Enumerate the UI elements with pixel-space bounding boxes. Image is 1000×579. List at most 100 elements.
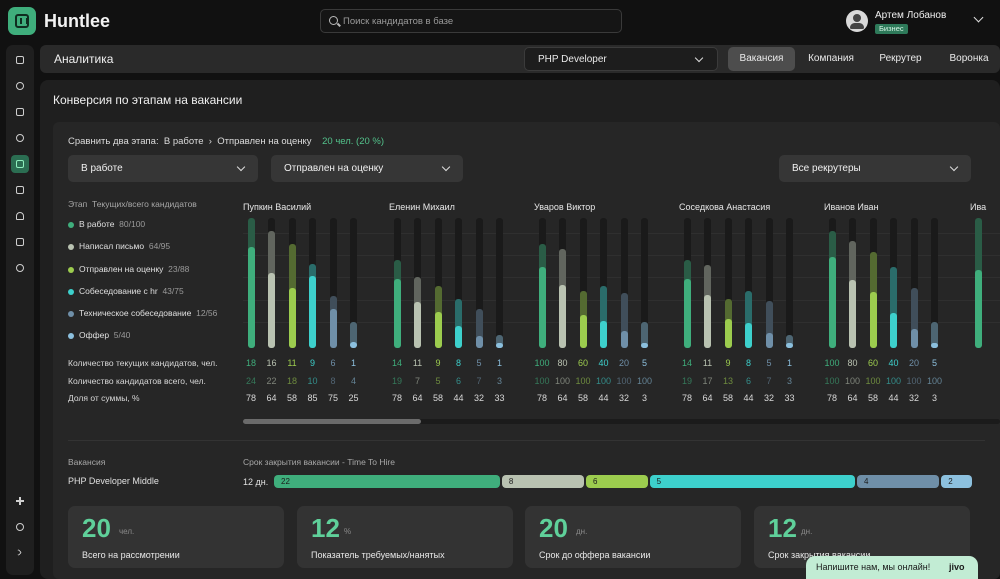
value-label-share: 78 — [245, 393, 256, 403]
recruiter-name[interactable]: Еленин Михаил — [389, 202, 455, 212]
bar-total — [890, 267, 897, 348]
tab-vacancy[interactable]: Вакансия — [728, 47, 795, 71]
stat-card: 20 чел. Всего на рассмотрении — [68, 506, 284, 568]
bar-track — [600, 218, 607, 348]
legend-label: В работе — [79, 219, 115, 229]
gear-icon — [16, 264, 24, 272]
sidebar-item-candidates[interactable] — [11, 77, 29, 95]
bar-track — [329, 218, 337, 348]
sidebar-item-vacancies[interactable] — [11, 103, 29, 121]
bar-total — [496, 335, 503, 348]
sidebar-item-campaigns[interactable] — [11, 51, 29, 69]
bar-track — [434, 218, 442, 348]
value-label-share: 85 — [307, 393, 318, 403]
panel-title: Конверсия по этапам на вакансии — [53, 93, 243, 107]
value-label-share: 58 — [722, 393, 733, 403]
recruiter-name[interactable]: Иванов Иван — [824, 202, 879, 212]
legend-label: Написал письмо — [79, 241, 145, 251]
chat-widget[interactable]: Напишите нам, мы онлайн! jivo — [806, 556, 978, 579]
horizontal-scrollbar[interactable] — [243, 419, 1000, 424]
legend-counts: 12/56 — [196, 308, 218, 318]
tth-total: 12 дн. — [243, 477, 269, 487]
recruiter-name[interactable]: Ива — [970, 202, 987, 212]
value-label-total: 24 — [245, 376, 256, 386]
bar-current — [641, 343, 648, 348]
value-label-total: 17 — [702, 376, 713, 386]
col-tth: Срок закрытия вакансии - Time To Hire — [243, 457, 395, 467]
recruiter-name[interactable]: Соседкова Анастасия — [679, 202, 771, 212]
stage1-select[interactable]: В работе — [68, 155, 258, 182]
sidebar-item-archive[interactable] — [11, 233, 29, 251]
page-title: Аналитика — [54, 52, 114, 66]
conversion-panel: Конверсия по этапам на вакансии Сравнить… — [40, 80, 1000, 579]
stage-dot — [68, 310, 74, 317]
bar-current — [579, 314, 587, 348]
bar-track — [641, 218, 648, 348]
recruiter-name[interactable]: Уваров Виктор — [534, 202, 596, 212]
value-label-total: 100 — [844, 376, 861, 386]
bar-track — [786, 218, 793, 348]
sidebar-item-analytics[interactable] — [11, 155, 29, 173]
legend-header-counts: Текущих/всего кандидатов — [91, 199, 197, 209]
job-select[interactable]: PHP Developer — [524, 47, 718, 71]
legend-item: Оффер 5/40 — [68, 330, 130, 340]
value-label-total: 19 — [391, 376, 402, 386]
recruiter-bars: Пупкин Василий 18 16 11 9 6 1 24 22 18 10 8 4 78 64 58 8… — [53, 122, 1000, 579]
tab-company[interactable]: Компания — [808, 53, 854, 64]
value-label-total: 100 — [554, 376, 571, 386]
help-button[interactable] — [11, 518, 29, 536]
sidebar-item-notifications[interactable] — [11, 207, 29, 225]
value-label-share: 32 — [473, 393, 484, 403]
sidebar-item-calendar[interactable] — [11, 181, 29, 199]
stage-dot — [68, 288, 74, 295]
sidebar-item-settings[interactable] — [11, 259, 29, 277]
value-label-share: 75 — [327, 393, 338, 403]
tab-funnel[interactable]: Воронка — [949, 53, 989, 64]
bar-track — [414, 218, 421, 348]
search-bar[interactable]: Поиск кандидатов в базе — [320, 9, 622, 33]
value-label-current: 80 — [557, 358, 568, 368]
bar-current — [309, 276, 316, 348]
avatar[interactable] — [846, 10, 868, 32]
expand-sidebar-button[interactable] — [11, 544, 29, 562]
value-label-total: 4 — [350, 376, 356, 386]
value-label-current: 100 — [824, 358, 840, 368]
value-label-share: 3 — [641, 393, 647, 403]
value-label-total: 100 — [595, 376, 612, 386]
bar-current — [910, 328, 918, 348]
value-label-current: 40 — [598, 358, 609, 368]
stat-number: 12 — [768, 513, 797, 543]
logo-icon[interactable] — [8, 7, 36, 35]
value-label-total: 100 — [534, 376, 550, 386]
bar-total — [745, 290, 752, 348]
stage2-select[interactable]: Отправлен на оценку — [271, 155, 463, 182]
job-select-value: PHP Developer — [538, 54, 607, 65]
value-label-current: 5 — [641, 358, 647, 368]
bar-current — [849, 279, 856, 348]
stat-number: 20 — [539, 513, 568, 543]
stage-dot — [68, 332, 74, 339]
value-label-current: 11 — [702, 358, 713, 368]
vacancy-name[interactable]: PHP Developer Middle — [68, 476, 159, 486]
jivo-logo: jivo — [949, 562, 965, 572]
search-input[interactable]: Поиск кандидатов в базе — [343, 16, 454, 27]
recruiters-select[interactable]: Все рекрутеры — [779, 155, 971, 182]
stage2-select-value: Отправлен на оценку — [284, 163, 384, 174]
value-label-share: 25 — [348, 393, 359, 403]
chevron-right-icon — [14, 548, 23, 557]
user-name[interactable]: Артем Лобанов — [875, 10, 947, 21]
sidebar-item-integrations[interactable] — [11, 129, 29, 147]
value-label-total: 100 — [906, 376, 922, 386]
tab-recruiter[interactable]: Рекрутер — [879, 53, 922, 64]
value-label-total: 3 — [786, 376, 792, 386]
value-label-total: 7 — [414, 376, 420, 386]
value-label-total: 100 — [824, 376, 840, 386]
scrollbar-thumb[interactable] — [243, 419, 421, 424]
bar-track — [869, 218, 877, 348]
add-button[interactable] — [11, 492, 29, 510]
bar-current — [559, 284, 566, 348]
value-label-share: 64 — [702, 393, 713, 403]
user-menu-chevron-icon[interactable] — [973, 12, 984, 23]
recruiter-name[interactable]: Пупкин Василий — [243, 202, 312, 212]
